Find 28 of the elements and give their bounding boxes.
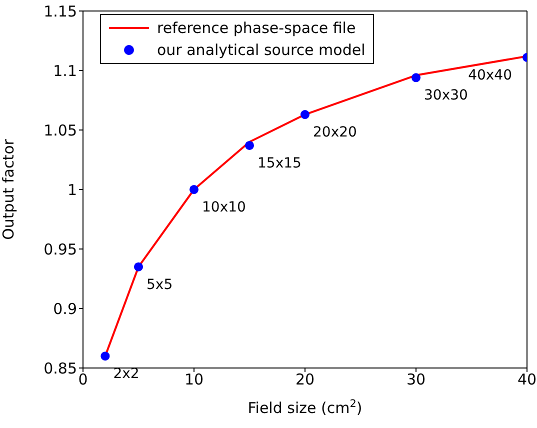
legend-label: reference phase-space file: [157, 18, 356, 39]
point: [134, 262, 144, 272]
x-axis-title: Field size (cm$^{2}$): [248, 398, 362, 417]
point: [244, 140, 254, 150]
y-tick-label: 1.05: [44, 121, 77, 140]
y-tick-label: 0.9: [53, 300, 77, 318]
legend-label: our analytical source model: [157, 40, 366, 61]
annotation: 40x40: [468, 67, 512, 84]
y-tick-label: 1: [67, 180, 77, 199]
y-tick-label: 0.95: [44, 240, 77, 258]
point: [189, 184, 199, 194]
y-axis-title: Output factor: [0, 138, 18, 240]
annotation: 20x20: [313, 124, 357, 141]
x-tick-label: 40: [517, 370, 537, 389]
point: [411, 73, 421, 82]
annotation: 30x30: [424, 88, 468, 104]
annotation: 5x5: [146, 276, 173, 293]
x-tick-label: 0: [78, 370, 88, 389]
y-tick-label: 1.15: [44, 2, 77, 20]
annotation: 10x10: [202, 200, 246, 216]
point: [300, 110, 310, 120]
y-tick-label: 1.1: [53, 62, 77, 80]
point: [100, 352, 110, 361]
x-tick-label: 20: [295, 370, 315, 389]
y-tick-label: 0.85: [44, 359, 77, 378]
annotation: 15x15: [258, 155, 302, 172]
x-tick-label: 10: [184, 370, 204, 389]
x-tick-label: 30: [406, 370, 426, 389]
